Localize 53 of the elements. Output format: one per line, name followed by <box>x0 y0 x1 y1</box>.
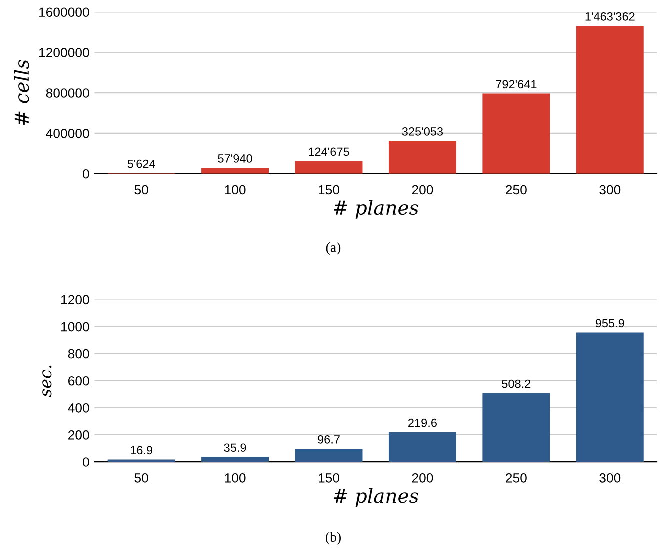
y-tick-label: 1200 <box>62 295 90 305</box>
y-tick-label: 800000 <box>46 88 90 98</box>
bar <box>108 460 176 462</box>
x-tick-label: 300 <box>600 185 621 195</box>
data-label: 508.2 <box>502 380 531 388</box>
x-tick-label: 200 <box>412 473 434 483</box>
data-label: 955.9 <box>596 319 624 328</box>
bar <box>295 448 363 462</box>
x-tick-label: 50 <box>134 185 148 195</box>
y-tick-label: 0 <box>83 169 90 179</box>
text: (b) <box>326 532 341 545</box>
data-label: 219.6 <box>408 418 437 428</box>
x-axis-title: # planes <box>334 200 419 219</box>
bar <box>388 432 456 462</box>
data-label: 16.9 <box>130 446 152 455</box>
x-tick-label: 300 <box>600 473 621 483</box>
bar <box>388 141 456 174</box>
data-label: 124'675 <box>309 148 350 156</box>
data-label: 5'624 <box>128 160 156 168</box>
x-tick-label: 100 <box>225 185 246 195</box>
bar <box>576 26 644 174</box>
data-label: 325'053 <box>402 128 444 136</box>
bar <box>295 161 363 174</box>
x-axis-title: # planes <box>334 488 419 508</box>
y-tick-label: 800 <box>68 349 90 359</box>
x-tick-label: 150 <box>319 185 340 195</box>
data-label: 1'463'362 <box>586 12 635 21</box>
data-label: 792'641 <box>496 80 537 89</box>
bar <box>576 332 644 462</box>
data-label: 57'940 <box>218 154 252 163</box>
y-tick-label: 0 <box>83 458 90 467</box>
y-axis-title: # cells <box>14 60 30 126</box>
x-tick-label: 150 <box>319 473 340 483</box>
bar <box>202 168 270 174</box>
y-tick-label: 1200000 <box>40 48 90 58</box>
data-label: 96.7 <box>318 435 340 444</box>
y-tick-label: 400000 <box>46 129 90 138</box>
x-tick-label: 200 <box>412 185 434 195</box>
x-tick-label: 250 <box>506 473 527 483</box>
bar <box>202 457 270 462</box>
y-tick-label: 400 <box>68 403 90 413</box>
y-tick-label: 1600000 <box>40 8 90 18</box>
text: (a) <box>326 242 341 256</box>
bar <box>482 94 550 174</box>
y-axis-title: sec. <box>42 366 52 398</box>
x-tick-label: 50 <box>134 473 148 483</box>
x-tick-label: 100 <box>225 473 246 483</box>
x-tick-label: 250 <box>506 185 527 195</box>
y-tick-label: 600 <box>68 376 90 386</box>
y-tick-label: 200 <box>68 430 90 440</box>
data-label: 35.9 <box>224 444 246 452</box>
bar <box>482 393 550 462</box>
y-tick-label: 1000 <box>62 322 90 332</box>
